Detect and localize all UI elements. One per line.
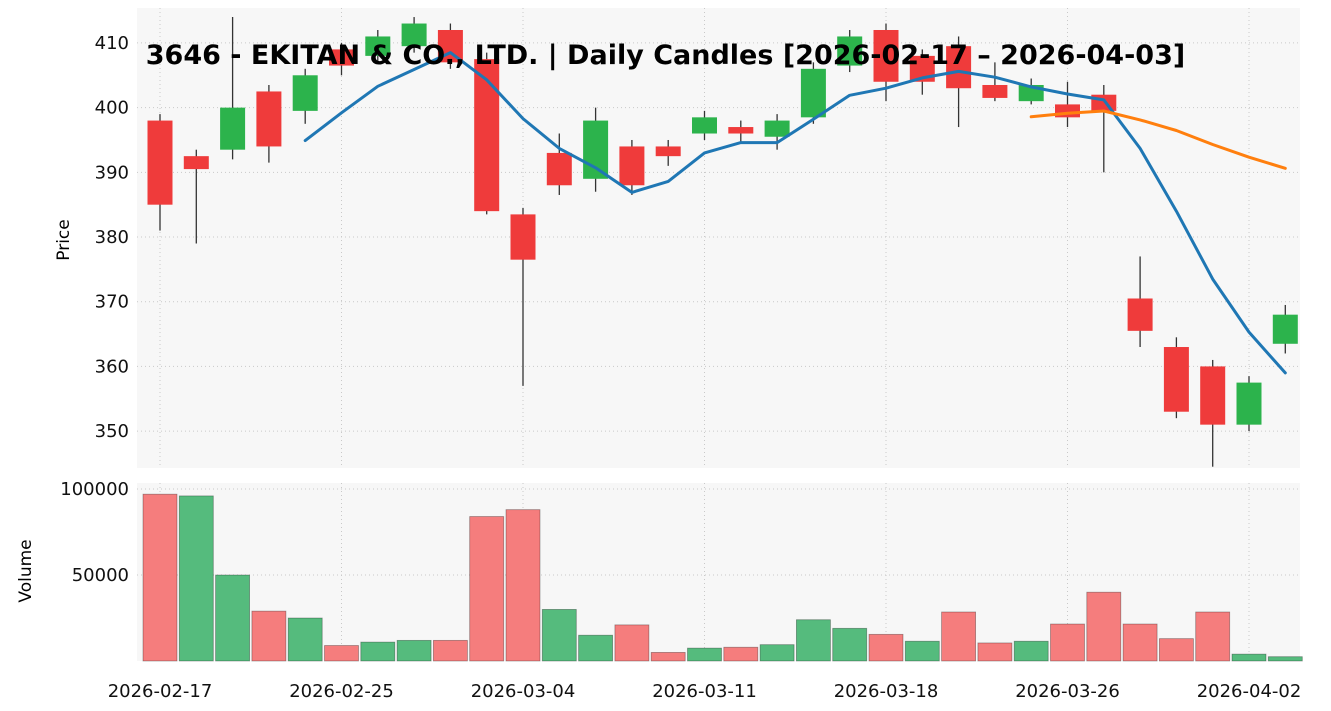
- volume-bar: [251, 610, 287, 662]
- candle-body: [546, 152, 572, 186]
- volume-bar: [469, 516, 505, 662]
- candle-body: [365, 36, 391, 56]
- date-tick-label: 2026-04-02: [1197, 681, 1302, 702]
- date-tick-label: 2026-03-11: [652, 681, 757, 702]
- price-tick-label: 410: [95, 33, 129, 54]
- price-tick-label: 400: [95, 98, 129, 119]
- volume-bar: [1195, 611, 1231, 662]
- volume-bar: [868, 633, 904, 662]
- volume-bar: [941, 611, 976, 662]
- volume-bar: [1159, 638, 1194, 662]
- sma5-line: [303, 51, 1287, 375]
- price-panel-bg: [137, 8, 1300, 468]
- volume-bar: [904, 640, 940, 662]
- candle-body: [183, 156, 209, 170]
- volume-bar: [1013, 640, 1049, 662]
- volume-bar: [324, 645, 359, 662]
- volume-bar: [796, 619, 831, 662]
- price-tick-label: 350: [95, 421, 129, 442]
- candle-body: [873, 29, 899, 82]
- candle-body: [147, 120, 173, 205]
- volume-bar: [759, 644, 795, 662]
- volume-bar: [1050, 623, 1085, 662]
- volume-bar: [650, 652, 686, 662]
- candle-body: [256, 91, 282, 147]
- candle-body: [329, 49, 354, 66]
- candle-body: [510, 214, 536, 260]
- volume-bar: [178, 495, 214, 662]
- candle-body: [982, 84, 1008, 98]
- volume-bar: [432, 639, 468, 662]
- candle-body: [764, 120, 790, 137]
- candle-body: [583, 120, 609, 179]
- volume-bar: [142, 493, 178, 662]
- candle-body: [401, 23, 427, 47]
- candle-body: [1272, 314, 1298, 344]
- volume-bar: [541, 609, 577, 662]
- candle-body: [619, 146, 645, 186]
- volume-bar: [977, 642, 1013, 662]
- candle-body: [1200, 366, 1226, 425]
- candle-body: [1236, 382, 1262, 425]
- candle-body: [837, 36, 863, 66]
- candle-body: [728, 127, 754, 134]
- candle-body: [946, 46, 972, 89]
- volume-bar: [215, 574, 251, 662]
- volume-bar: [396, 639, 432, 662]
- candle-body: [474, 59, 500, 212]
- date-tick-label: 2026-03-18: [834, 681, 939, 702]
- volume-bar: [832, 627, 868, 662]
- volume-bar: [1086, 591, 1122, 662]
- candle-body: [1127, 298, 1153, 331]
- volume-bar: [1231, 653, 1267, 662]
- candle-body: [692, 117, 717, 134]
- volume-tick-label: 50000: [72, 565, 129, 586]
- price-tick-label: 390: [95, 162, 129, 183]
- price-tick-label: 370: [95, 292, 129, 313]
- volume-bar: [287, 617, 323, 662]
- volume-bar: [578, 634, 613, 662]
- volume-tick-label: 100000: [60, 479, 129, 500]
- volume-bar: [360, 641, 396, 662]
- candle-body: [655, 146, 681, 157]
- date-tick-label: 2026-02-17: [108, 681, 213, 702]
- date-tick-label: 2026-03-26: [1015, 681, 1120, 702]
- volume-bar: [687, 647, 722, 662]
- candle-body: [1163, 347, 1189, 412]
- volume-bar: [723, 646, 759, 662]
- price-tick-label: 380: [95, 227, 129, 248]
- candle-body: [220, 107, 246, 150]
- candle-body: [292, 75, 318, 111]
- date-tick-label: 2026-03-04: [471, 681, 576, 702]
- volume-bar: [614, 624, 650, 662]
- volume-bar: [505, 509, 541, 662]
- candle-body: [800, 68, 826, 118]
- sma25-line: [1029, 109, 1287, 170]
- price-tick-label: 360: [95, 356, 129, 377]
- volume-bar: [1122, 623, 1158, 662]
- date-tick-label: 2026-02-25: [289, 681, 394, 702]
- volume-bar: [1267, 656, 1303, 662]
